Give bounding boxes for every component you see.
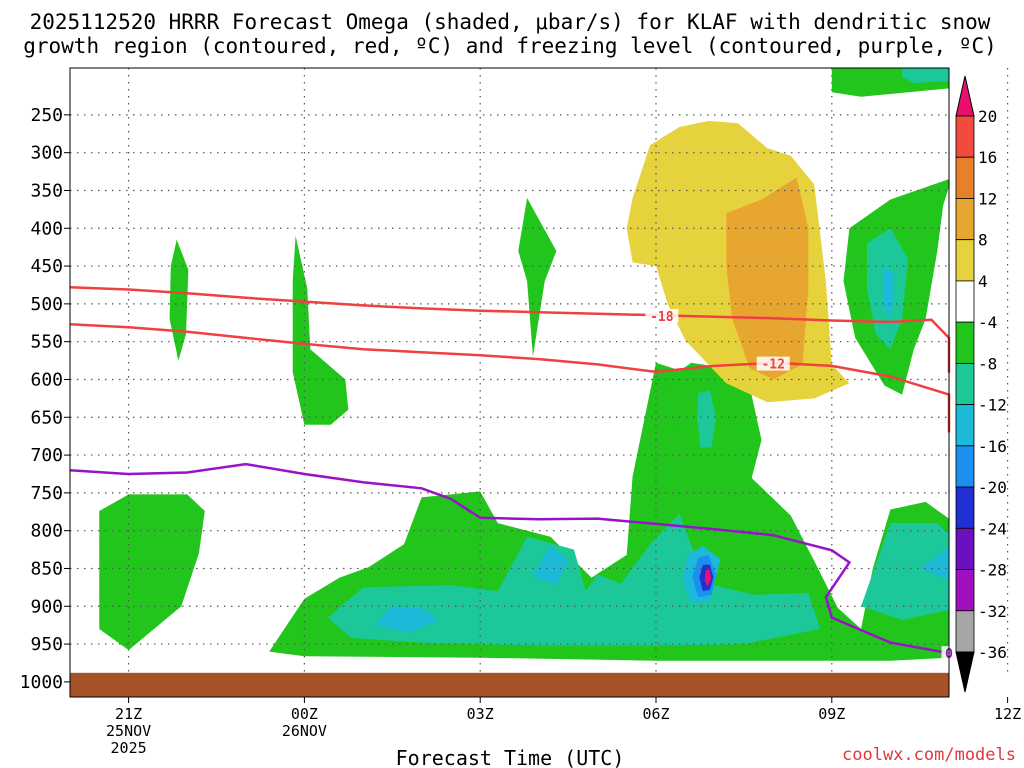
colorbar-swatch-12 — [955, 569, 975, 612]
plot-area: -18-120 — [69, 67, 1009, 698]
y-tick-label-3: 400 — [30, 218, 63, 239]
y-tick-label-15: 1000 — [20, 672, 63, 693]
plot-frame — [69, 67, 950, 698]
temperature-contours: -18-120 — [69, 285, 957, 662]
colorbar-swatch-5 — [955, 280, 975, 323]
y-tick-label-7: 600 — [30, 369, 63, 390]
y-tick-label-8: 650 — [30, 407, 63, 428]
colorbar-bottom-arrow — [955, 651, 975, 693]
x-tick-label-2-0: 03Z — [467, 705, 494, 723]
chart-title-line1: 2025112520 HRRR Forecast Omega (shaded, … — [30, 10, 991, 34]
x-tick-label-0-0: 21Z — [115, 705, 142, 723]
y-tick-label-12: 850 — [30, 558, 63, 579]
chart-title-line2: growth region (contoured, red, ºC) and f… — [23, 34, 997, 58]
x-tick-label-1-0: 00Z — [291, 705, 318, 723]
omega-region-7 — [374, 606, 440, 633]
omega-region-9 — [919, 547, 949, 580]
y-tick-label-4: 450 — [30, 256, 63, 277]
contour-label-bg-0 — [645, 308, 679, 323]
omega-region-5 — [327, 514, 821, 646]
omega-region-13 — [704, 570, 712, 587]
pressure-axis: 250 300 350 400 450 500 550 600 650 700 750 800 850 9… — [20, 105, 70, 693]
colorbar-swatch-10 — [955, 486, 975, 529]
colorbar-label-5: -4 — [978, 313, 997, 332]
colorbar-swatch-6 — [955, 321, 975, 364]
colorbar-swatch-11 — [955, 527, 975, 570]
omega-region-18 — [882, 266, 894, 319]
y-tick-label-13: 900 — [30, 596, 63, 617]
colorbar-swatch-4 — [955, 239, 975, 282]
colorbar-label-10: -24 — [978, 519, 1007, 538]
omega-region-2 — [292, 235, 349, 425]
contour-label-0: -18 — [650, 310, 674, 325]
colorbar-swatch-8 — [955, 404, 975, 447]
colorbar-label-13: -36 — [978, 643, 1007, 662]
contour-label-1: -12 — [761, 358, 784, 373]
omega-shading-layer — [99, 68, 949, 661]
omega-region-3 — [518, 198, 557, 357]
y-tick-label-0: 250 — [30, 105, 63, 126]
y-tick-label-9: 700 — [30, 445, 63, 466]
contour-label-bg-1 — [756, 356, 790, 371]
ground-surface — [70, 672, 949, 697]
credit-text: coolwx.com/models — [842, 745, 1016, 765]
colorbar-label-6: -8 — [978, 354, 997, 373]
y-tick-label-6: 550 — [30, 332, 63, 353]
dotted-grid — [70, 68, 1009, 673]
x-tick-label-0-2: 2025 — [111, 739, 147, 757]
colorbar-label-1: 16 — [978, 148, 997, 167]
colorbar-label-4: 4 — [978, 272, 988, 291]
x-tick-label-4-0: 09Z — [818, 705, 845, 723]
x-tick-label-0-1: 25NOV — [106, 722, 151, 740]
y-tick-label-11: 800 — [30, 521, 63, 542]
omega-region-6 — [861, 523, 949, 620]
colorbar-swatch-9 — [955, 445, 975, 488]
colorbar-swatch-13 — [955, 610, 975, 653]
y-tick-label-1: 300 — [30, 143, 63, 164]
omega-region-20 — [726, 177, 809, 380]
omega-region-8 — [532, 545, 569, 586]
colorbar-label-12: -32 — [978, 602, 1007, 621]
y-tick-label-14: 950 — [30, 634, 63, 655]
x-tick-label-3-0: 06Z — [642, 705, 669, 723]
colorbar-label-9: -20 — [978, 478, 1007, 497]
colorbar-swatch-7 — [955, 362, 975, 406]
contour-line-2 — [69, 462, 951, 657]
colorbar-label-11: -28 — [978, 561, 1007, 580]
x-tick-label-1-1: 26NOV — [282, 722, 327, 740]
colorbar-label-8: -16 — [978, 437, 1007, 456]
y-tick-label-2: 350 — [30, 180, 63, 201]
omega-region-0 — [99, 494, 205, 651]
colorbar-swatch-2 — [955, 156, 975, 199]
colorbar-swatch-3 — [955, 198, 975, 241]
colorbar-swatch-1 — [955, 115, 975, 158]
colorbar-label-0: 20 — [978, 107, 997, 126]
x-axis-label: Forecast Time (UTC) — [396, 746, 625, 768]
colorbar-label-3: 8 — [978, 231, 988, 250]
colorbar: 20 16 12 8 4 -4 -8 -12 -16 -20 -24 -28 -32 -36 — [955, 75, 1007, 693]
omega-region-15 — [697, 390, 716, 448]
omega-region-25 — [902, 68, 949, 84]
y-tick-label-5: 500 — [30, 294, 63, 315]
x-tick-label-5-0: 12Z — [994, 705, 1021, 723]
colorbar-label-2: 12 — [978, 189, 997, 208]
colorbar-label-7: -12 — [978, 396, 1007, 415]
y-tick-label-10: 750 — [30, 483, 63, 504]
contour-line-0 — [69, 285, 951, 373]
